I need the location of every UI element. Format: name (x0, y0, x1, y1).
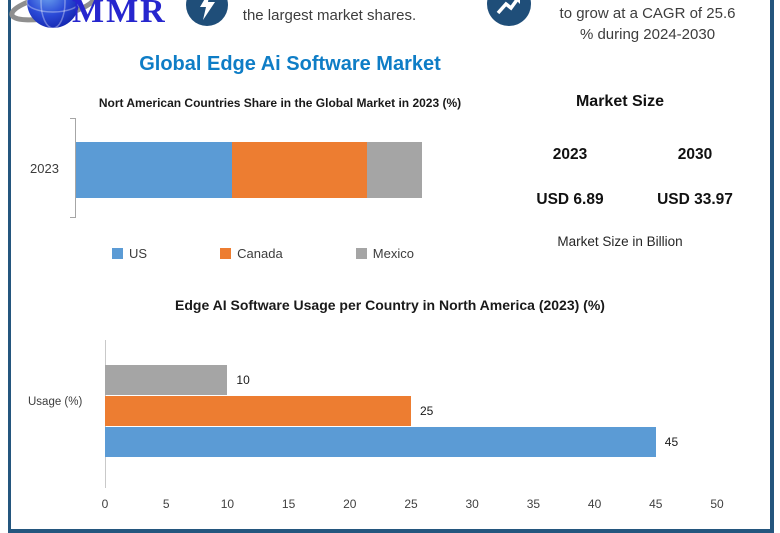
chart2-bar-value-us: 45 (664, 435, 679, 449)
legend-marker-mexico-icon (355, 247, 367, 259)
chart2-x-tick-20: 20 (343, 497, 357, 511)
chart2-bar-value-mexico: 10 (236, 373, 250, 387)
mmr-logo-globe-icon (9, 0, 97, 29)
page-title: Global Edge Ai Software Market (139, 53, 441, 75)
chart2-x-tick-5: 5 (162, 497, 170, 511)
chart2-bar-canada (105, 396, 411, 426)
header-right-note-line2: % during 2024-2030 (579, 26, 716, 43)
header-left-note: the largest market shares. (242, 7, 417, 24)
legend-label-mexico: Mexico (372, 245, 414, 261)
chart2-bar-mexico (105, 365, 228, 395)
chart1-y-axis (75, 118, 76, 218)
growth-badge-icon (487, 0, 531, 26)
legend-marker-canada-icon (220, 247, 232, 259)
chart2-x-tick-35: 35 (526, 497, 541, 511)
chart2-bar-us (105, 427, 656, 457)
chart2-x-tick-25: 25 (404, 497, 418, 511)
frame-border-left (8, 0, 11, 533)
stacked-segment-mexico (366, 142, 422, 198)
chart2-x-tick-30: 30 (465, 497, 479, 511)
legend-label-us: US (129, 245, 148, 261)
market-size-value-2023: USD 6.89 (536, 191, 604, 208)
chart2-x-tick-15: 15 (281, 497, 296, 511)
chart2-x-tick-40: 40 (587, 497, 602, 511)
frame-border-bottom (8, 529, 774, 533)
legend-item-canada: Canada (220, 246, 283, 261)
chart2-x-tick-45: 45 (649, 497, 663, 511)
chart2-plot-area: Usage (%) 10 25 45 0 5 10 15 20 25 30 35 40 45 50 (0, 330, 780, 530)
legend-marker-us-icon (112, 247, 123, 259)
legend-item-mexico: Mexico (355, 245, 414, 261)
market-size-year-2030: 2030 (677, 146, 713, 163)
mmr-logo-text: MMR (72, 0, 167, 30)
header-right-note: to grow at a CAGR of 25.6 % during 2024-… (520, 3, 775, 45)
chart1-stacked-bar (76, 142, 422, 198)
header-right-note-line1: to grow at a CAGR of 25.6 (559, 5, 736, 22)
chart1-axis-tick-top (70, 118, 76, 119)
chart1-legend: US Canada Mexico (112, 245, 414, 261)
frame-border-right (770, 0, 774, 533)
chart2-title: Edge AI Software Usage per Country in No… (175, 297, 605, 313)
chart2-x-tick-10: 10 (220, 497, 235, 511)
chart2-x-tick-0: 0 (101, 497, 109, 511)
market-size-value-2030: USD 33.97 (657, 191, 733, 208)
chart2-bar-value-canada: 25 (420, 404, 434, 418)
chart1-title: Nort American Countries Share in the Glo… (98, 96, 462, 110)
stacked-segment-canada (231, 142, 367, 198)
chart2-x-tick-50: 50 (710, 497, 724, 511)
chart2-category-label: Usage (%) (28, 396, 83, 408)
legend-item-us: US (112, 246, 147, 261)
chart1-axis-tick-bottom (70, 217, 76, 218)
bolt-badge-icon (186, 0, 228, 26)
market-size-footnote: Market Size in Billion (557, 234, 683, 249)
stacked-segment-us (76, 142, 232, 198)
market-size-year-2023: 2023 (552, 146, 588, 163)
market-size-heading: Market Size (575, 93, 665, 110)
chart1-category-label: 2023 (30, 161, 59, 176)
legend-label-canada: Canada (237, 245, 283, 261)
